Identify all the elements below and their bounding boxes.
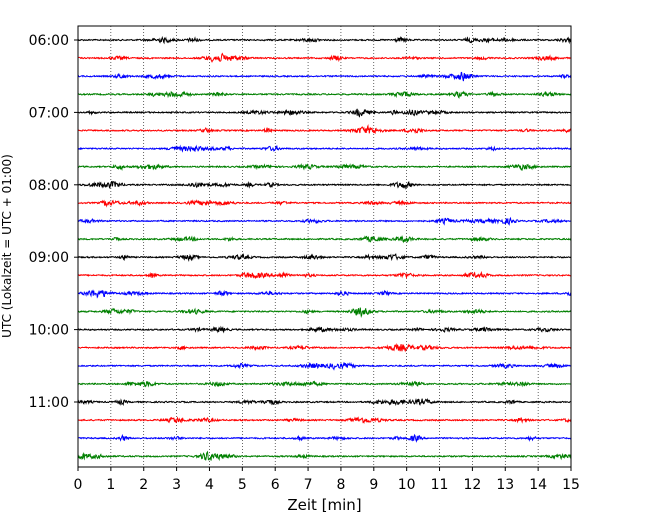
x-tick-label: 0	[74, 477, 83, 493]
x-tick-label: 12	[463, 477, 481, 493]
y-axis-label: UTC (Lokalzeit = UTC + 01:00)	[0, 154, 14, 338]
x-tick-label: 14	[529, 477, 547, 493]
trace-0600	[77, 35, 572, 45]
trace-0915	[77, 270, 572, 280]
y-tick-label: 11:00	[29, 395, 69, 411]
x-axis-label: Zeit [min]	[287, 496, 361, 514]
trace-1000	[77, 325, 572, 334]
plot-frame	[77, 25, 572, 468]
trace-0900	[77, 252, 572, 263]
trace-0745	[77, 163, 572, 171]
x-tick-label: 1	[106, 477, 115, 493]
x-tick-label: 7	[304, 477, 313, 493]
trace-0830	[77, 216, 572, 226]
trace-1130	[77, 433, 572, 443]
x-tick-label: 15	[562, 477, 580, 493]
y-tick-label: 08:00	[29, 178, 69, 194]
trace-0630	[77, 71, 572, 82]
trace-0715	[77, 124, 572, 135]
x-tick-label: 3	[172, 477, 181, 493]
x-axis-ticks: 0 1 2 3 4 5 6 7 8 9 10 11 12 13 14 15	[74, 467, 580, 493]
y-tick-label: 06:00	[29, 33, 69, 49]
x-tick-label: 13	[496, 477, 514, 493]
trace-0800	[77, 180, 572, 190]
x-tick-label: 5	[238, 477, 247, 493]
x-tick-label: 11	[431, 477, 449, 493]
x-tick-label: 9	[369, 477, 378, 493]
trace-0645	[77, 90, 572, 99]
trace-1030	[77, 361, 572, 371]
x-tick-label: 4	[205, 477, 214, 493]
trace-1015	[77, 342, 572, 353]
y-tick-label: 07:00	[29, 105, 69, 121]
x-tick-label: 6	[271, 477, 280, 493]
trace-1100	[77, 397, 572, 407]
trace-0700	[77, 108, 572, 118]
y-axis-ticks: 06:00 07:00 08:00 09:00 10:00 11:00	[29, 33, 78, 411]
trace-0845	[77, 235, 572, 244]
x-tick-label: 8	[336, 477, 345, 493]
y-tick-label: 09:00	[29, 250, 69, 266]
trace-0730	[77, 144, 572, 153]
trace-1145	[77, 450, 572, 462]
trace-0815	[77, 199, 572, 208]
trace-0615	[77, 52, 572, 63]
trace-0930	[77, 289, 572, 299]
trace-1045	[77, 380, 572, 388]
trace-0945	[77, 307, 572, 319]
seismic-traces	[77, 35, 572, 462]
x-tick-label: 2	[139, 477, 148, 493]
x-tick-label: 10	[398, 477, 416, 493]
y-tick-label: 10:00	[29, 323, 69, 339]
trace-1115	[77, 416, 572, 425]
